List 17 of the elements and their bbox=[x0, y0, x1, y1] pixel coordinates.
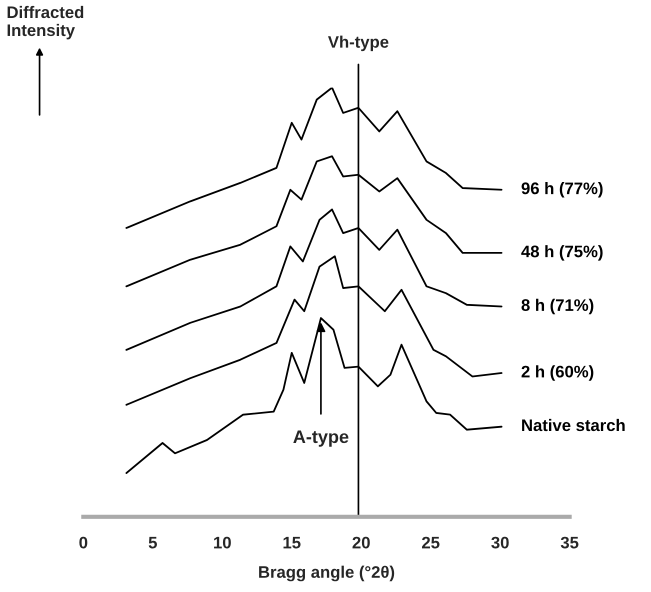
x-tick-label: 20 bbox=[352, 536, 370, 549]
x-tick-label: 25 bbox=[422, 536, 440, 549]
x-tick-label: 10 bbox=[214, 536, 231, 549]
x-tick-label: 30 bbox=[491, 536, 509, 549]
series-label: 48 h (75%) bbox=[521, 245, 603, 261]
x-tick-label: 0 bbox=[79, 536, 88, 549]
annotation: A-type bbox=[293, 430, 348, 447]
series-label: 8 h (71%) bbox=[522, 298, 594, 314]
series-label: 96 h (77%) bbox=[522, 182, 603, 198]
x-tick-label: 5 bbox=[148, 536, 157, 549]
x-axis-title: Bragg angle (°2θ) bbox=[259, 566, 394, 582]
series-label: Native starch bbox=[522, 418, 625, 432]
x-tick-label: 35 bbox=[560, 536, 578, 549]
ref-line-label: Vh-type bbox=[328, 36, 388, 52]
y-axis-title: Diffracted Intensity bbox=[8, 6, 84, 40]
x-tick-label: 15 bbox=[284, 536, 301, 549]
series-label: 2 h (60%) bbox=[522, 365, 594, 381]
